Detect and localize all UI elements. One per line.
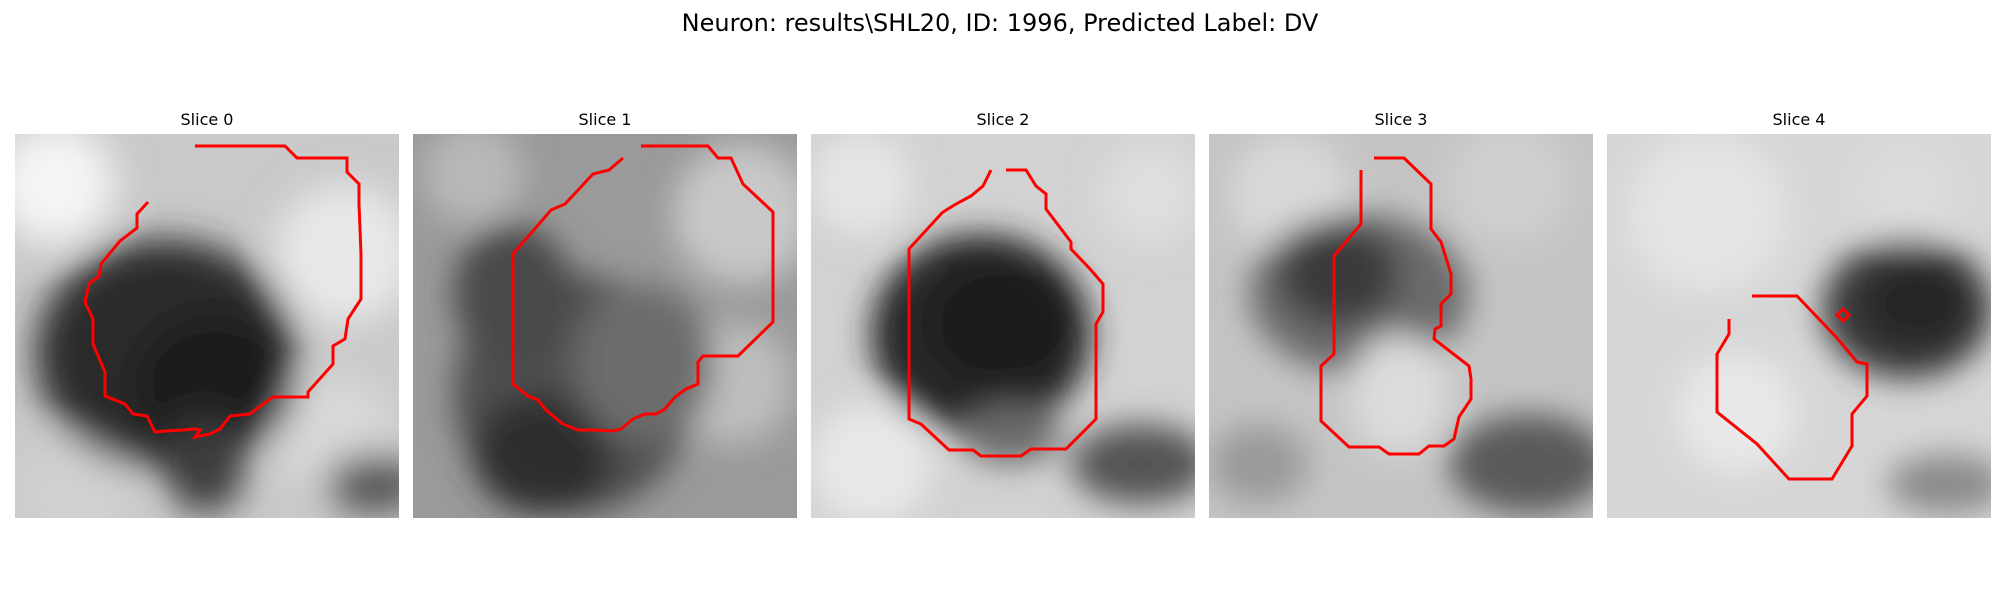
slice-image-4 xyxy=(1607,134,1991,518)
microscopy-image-2 xyxy=(811,134,1195,518)
microscopy-image-4 xyxy=(1607,134,1991,518)
slice-title-0: Slice 0 xyxy=(180,110,234,129)
microscopy-image-1 xyxy=(413,134,797,518)
slice-image-0 xyxy=(15,134,399,518)
roi-contour-1 xyxy=(511,144,775,433)
slice-title-3: Slice 3 xyxy=(1374,110,1428,129)
roi-contour-2 xyxy=(907,168,1105,458)
slice-image-2 xyxy=(811,134,1195,518)
microscopy-image-0 xyxy=(15,134,399,518)
slice-title-2: Slice 2 xyxy=(976,110,1030,129)
roi-contour-4-fragment xyxy=(1834,306,1852,324)
slice-title-1: Slice 1 xyxy=(578,110,632,129)
slice-image-3 xyxy=(1209,134,1593,518)
microscopy-image-3 xyxy=(1209,134,1593,518)
slice-image-1 xyxy=(413,134,797,518)
roi-contour-3 xyxy=(1319,156,1473,456)
figure-title: Neuron: results\SHL20, ID: 1996, Predict… xyxy=(681,9,1319,37)
slice-title-4: Slice 4 xyxy=(1772,110,1826,129)
roi-contour-0 xyxy=(83,144,363,440)
roi-contour-4 xyxy=(1715,294,1869,481)
